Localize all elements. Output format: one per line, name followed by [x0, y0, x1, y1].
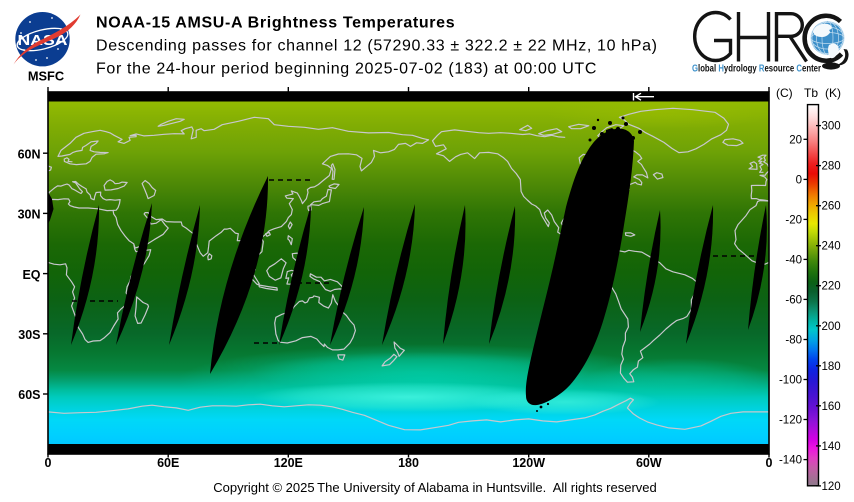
svg-text:140: 140 — [822, 441, 841, 453]
svg-text:220: 220 — [822, 281, 841, 293]
svg-text:-60: -60 — [785, 294, 802, 306]
svg-text:-140: -140 — [779, 455, 802, 467]
svg-text:EQ: EQ — [22, 268, 40, 282]
svg-text:20: 20 — [789, 134, 802, 146]
svg-text:Descending passes for channel: Descending passes for channel 12 (57290.… — [96, 38, 658, 55]
svg-text:60S: 60S — [18, 388, 40, 402]
svg-text:180: 180 — [822, 361, 841, 373]
svg-text:180: 180 — [398, 456, 419, 470]
svg-text:-100: -100 — [779, 375, 802, 387]
svg-text:120: 120 — [822, 481, 841, 493]
svg-text:Global Hydrology Resource Cent: Global Hydrology Resource Center — [692, 64, 821, 75]
svg-text:200: 200 — [822, 321, 841, 333]
svg-text:60E: 60E — [157, 456, 179, 470]
svg-text:240: 240 — [822, 241, 841, 253]
svg-text:MSFC: MSFC — [28, 69, 64, 84]
svg-text:30S: 30S — [18, 328, 40, 342]
svg-text:-40: -40 — [785, 254, 802, 266]
svg-text:160: 160 — [822, 401, 841, 413]
svg-text:Tb: Tb — [804, 86, 818, 100]
svg-text:60N: 60N — [18, 147, 41, 161]
svg-text:120E: 120E — [274, 456, 303, 470]
svg-text:0: 0 — [766, 456, 773, 470]
svg-text:For the 24-hour period beginni: For the 24-hour period beginning 2025-07… — [96, 61, 597, 78]
svg-text:260: 260 — [822, 201, 841, 213]
svg-text:120W: 120W — [512, 456, 545, 470]
svg-text:(C): (C) — [776, 86, 793, 100]
svg-text:0: 0 — [796, 174, 802, 186]
svg-text:30N: 30N — [18, 208, 41, 222]
svg-text:0: 0 — [45, 456, 52, 470]
svg-text:NOAA-15 AMSU-A Brightness Temp: NOAA-15 AMSU-A Brightness Temperatures — [96, 15, 455, 32]
svg-text:(K): (K) — [825, 86, 841, 100]
svg-text:-20: -20 — [785, 214, 802, 226]
svg-text:-80: -80 — [785, 335, 802, 347]
svg-text:-120: -120 — [779, 415, 802, 427]
svg-text:300: 300 — [822, 121, 841, 133]
svg-text:Copyright © 2025 The Universit: Copyright © 2025 The University of Alaba… — [213, 480, 657, 495]
svg-text:60W: 60W — [636, 456, 662, 470]
svg-text:280: 280 — [822, 161, 841, 173]
